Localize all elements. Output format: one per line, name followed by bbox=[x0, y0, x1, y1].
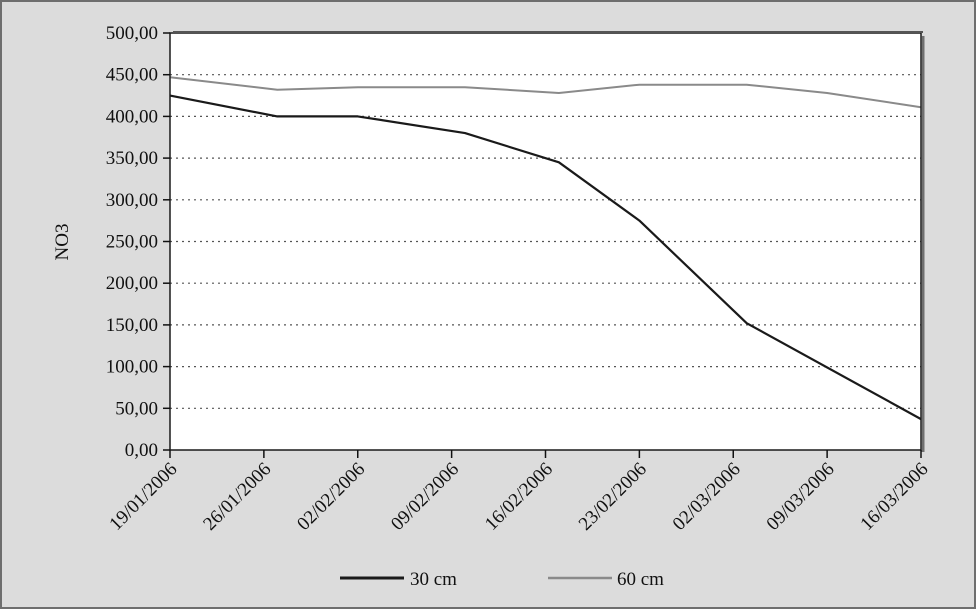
x-tick-label: 23/02/2006 bbox=[575, 459, 651, 535]
y-tick-label: 200,00 bbox=[106, 273, 158, 294]
x-axis: 19/01/2006 26/01/2006 02/02/2006 09/02/2006… bbox=[105, 450, 933, 535]
y-tick-label: 150,00 bbox=[106, 315, 158, 336]
y-tick-label: 250,00 bbox=[106, 232, 158, 253]
y-tick-label: 500,00 bbox=[106, 23, 158, 44]
x-tick-label: 16/02/2006 bbox=[481, 459, 557, 535]
plot-area bbox=[170, 33, 921, 450]
y-tick-label: 400,00 bbox=[106, 106, 158, 127]
y-tick-label: 450,00 bbox=[106, 65, 158, 86]
x-tick-label: 19/01/2006 bbox=[105, 459, 181, 535]
series-group bbox=[169, 76, 922, 421]
x-tick-label: 16/03/2006 bbox=[856, 459, 932, 535]
y-axis-title: NO3 bbox=[52, 224, 73, 261]
series-line-60-cm bbox=[169, 76, 922, 109]
legend-label: 30 cm bbox=[410, 569, 457, 590]
x-tick-label: 02/02/2006 bbox=[293, 459, 369, 535]
y-tick-label: 100,00 bbox=[106, 357, 158, 378]
y-tick-label: 300,00 bbox=[106, 190, 158, 211]
x-tick-label: 26/01/2006 bbox=[199, 459, 275, 535]
y-axis: 0,00 50,00 100,00 150,00 200,00 250,00 300,00 3… bbox=[106, 23, 170, 461]
x-tick-label: 02/03/2006 bbox=[669, 459, 745, 535]
y-tick-label: 350,00 bbox=[106, 148, 158, 169]
legend-label: 60 cm bbox=[617, 569, 664, 590]
x-tick-label: 09/02/2006 bbox=[387, 459, 463, 535]
x-tick-label: 09/03/2006 bbox=[763, 459, 839, 535]
y-tick-label: 50,00 bbox=[115, 398, 158, 419]
y-tick-label: 0,00 bbox=[125, 440, 158, 461]
legend: 30 cm 60 cm bbox=[340, 569, 664, 590]
series-line-30-cm bbox=[169, 94, 922, 421]
gridlines bbox=[170, 74, 921, 409]
